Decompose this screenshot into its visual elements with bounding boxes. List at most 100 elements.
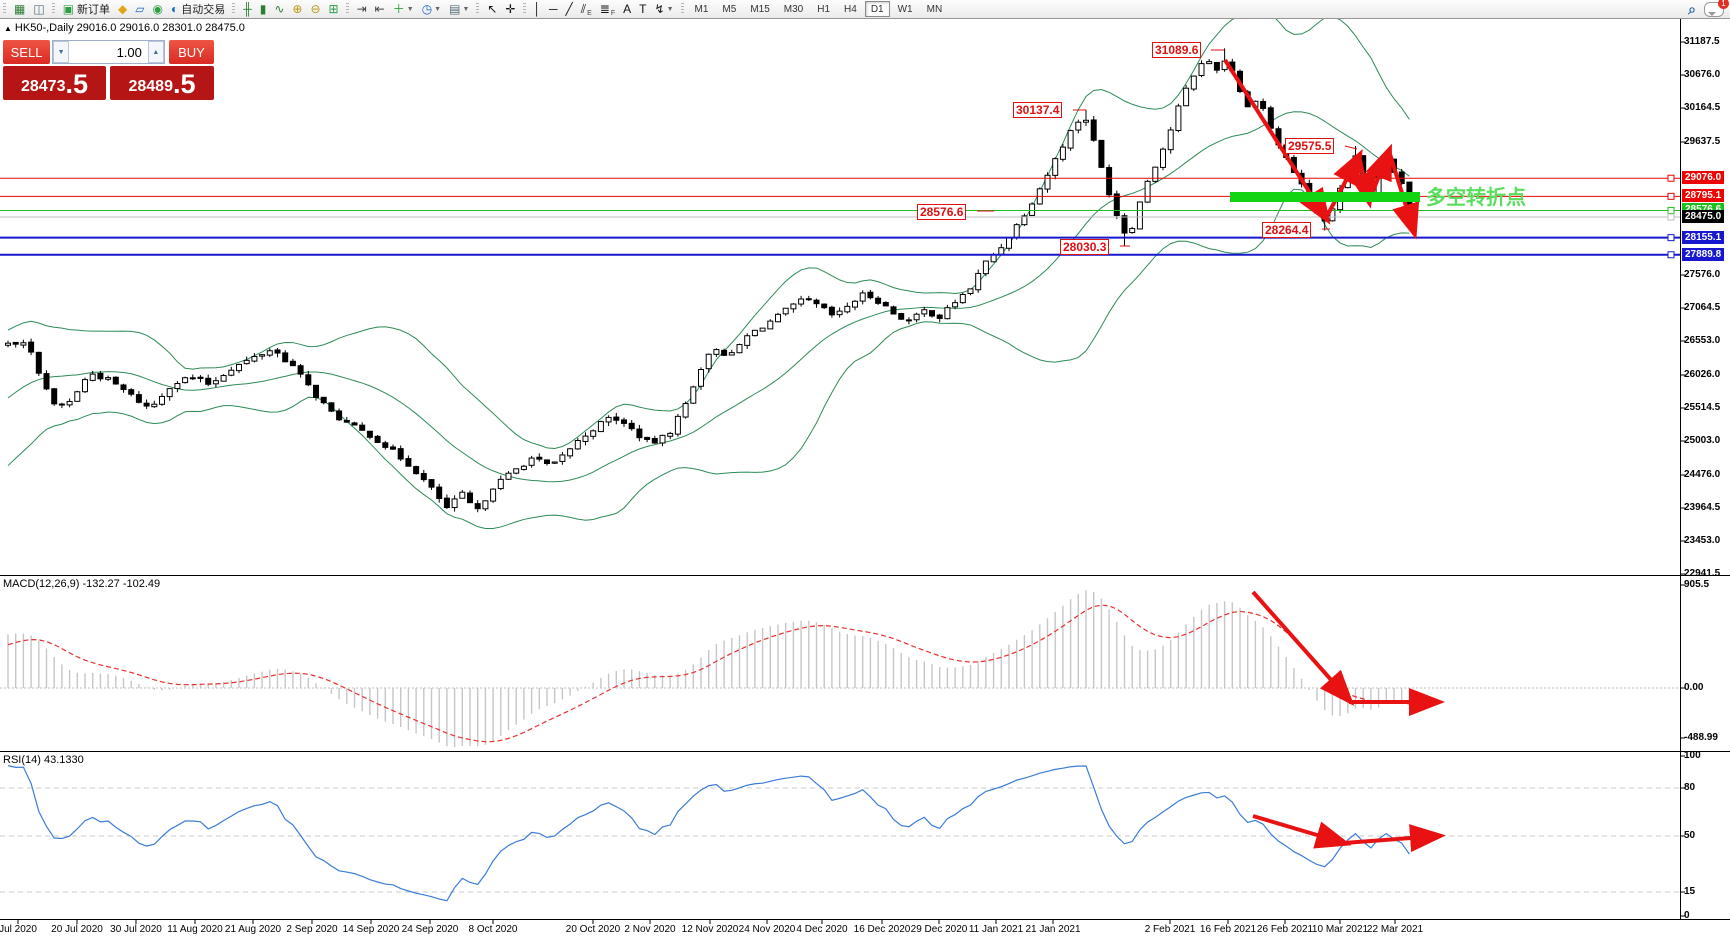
candle-body bbox=[105, 377, 112, 380]
text-button[interactable]: A bbox=[620, 1, 634, 17]
candle-body bbox=[128, 389, 135, 395]
timeframe-w1[interactable]: W1 bbox=[897, 3, 913, 15]
price-line-label: 28475.0 bbox=[1682, 210, 1725, 223]
candle-body bbox=[1136, 201, 1143, 230]
auto-trading-button[interactable]: ◐ 自动交易 bbox=[168, 1, 228, 17]
new-order-button[interactable]: ▣ 新订单 bbox=[60, 1, 113, 17]
zoom-in-button[interactable]: ⊕ bbox=[289, 1, 305, 17]
timeframe-m1[interactable]: M1 bbox=[694, 3, 709, 15]
level-handle[interactable] bbox=[1667, 234, 1675, 242]
rsi-axis-tick: 15 bbox=[1684, 886, 1696, 897]
candle-body bbox=[459, 491, 466, 499]
price-tag-28264.4[interactable]: 28264.4 bbox=[1262, 222, 1312, 238]
rsi-arrow-down[interactable] bbox=[1252, 814, 1352, 849]
zigzag-down-2[interactable] bbox=[1387, 150, 1420, 240]
trendline-button[interactable]: ╱ bbox=[563, 1, 576, 17]
volume-input[interactable]: 1.00 bbox=[116, 44, 142, 60]
vertical-line-button[interactable]: │ bbox=[531, 1, 545, 17]
search-icon[interactable]: ⌕ bbox=[1688, 1, 1696, 17]
volume-up-button[interactable]: ▲ bbox=[147, 41, 164, 63]
price-axis-tick: 26026.0 bbox=[1684, 369, 1721, 380]
level-handle[interactable] bbox=[1667, 192, 1675, 200]
indicators-button[interactable]: ＋ ▼ bbox=[390, 1, 417, 17]
buy-price[interactable]: 28489 .5 bbox=[110, 66, 214, 100]
cursor-button[interactable]: ↖ bbox=[484, 1, 500, 17]
candle-body bbox=[813, 299, 820, 305]
candle-body bbox=[159, 395, 165, 405]
new-chart-button[interactable]: ▦ bbox=[11, 1, 28, 17]
date-axis-label: 21 Aug 2020 bbox=[224, 924, 282, 935]
level-handle[interactable] bbox=[1667, 251, 1675, 259]
price-tag-28576.6[interactable]: 28576.6 bbox=[917, 204, 967, 220]
candle-body bbox=[836, 310, 843, 316]
crosshair-button[interactable]: ✛ bbox=[502, 1, 518, 17]
chart-profiles-button[interactable]: ◫ bbox=[30, 1, 47, 17]
sell-button[interactable]: SELL bbox=[3, 40, 51, 64]
candle-body bbox=[744, 335, 751, 346]
line-chart-button[interactable]: ∿ bbox=[271, 1, 287, 17]
chart-shift-button[interactable]: ⇤ bbox=[372, 1, 388, 17]
candle-body bbox=[859, 292, 866, 302]
level-handle[interactable] bbox=[1667, 206, 1675, 214]
level-handle[interactable] bbox=[1667, 174, 1675, 182]
signals-button[interactable]: ◉ bbox=[150, 1, 166, 17]
history-center-button[interactable]: ◆ bbox=[115, 1, 130, 17]
zoom-out-button[interactable]: ⊖ bbox=[307, 1, 323, 17]
price-tag-30137.4[interactable]: 30137.4 bbox=[1013, 102, 1063, 118]
sell-price[interactable]: 28473 .5 bbox=[3, 66, 106, 100]
crosshair-icon: ✛ bbox=[505, 2, 516, 16]
drawn-arrows[interactable] bbox=[977, 49, 1446, 853]
zone-annotation-text[interactable]: 多空转折点 bbox=[1426, 187, 1526, 209]
volume-down-button[interactable]: ▼ bbox=[53, 41, 70, 63]
collapse-icon[interactable]: ▲ bbox=[4, 24, 12, 33]
text-label-button[interactable]: T bbox=[636, 1, 649, 17]
candle-body bbox=[74, 391, 81, 402]
buy-button[interactable]: BUY bbox=[168, 40, 214, 64]
horizontal-line-button[interactable]: ─ bbox=[546, 1, 561, 17]
price-tag-29575.5[interactable]: 29575.5 bbox=[1285, 138, 1335, 154]
web-request-button[interactable]: ▱ bbox=[132, 1, 147, 17]
macd-panel-separator[interactable] bbox=[0, 575, 1730, 576]
candle-body bbox=[282, 352, 289, 363]
periods-button[interactable]: ◷ ▼ bbox=[419, 1, 444, 17]
candle-body bbox=[390, 446, 396, 450]
fibonacci-button[interactable]: ≣ F bbox=[597, 1, 618, 17]
indicators-icon-dropdown[interactable]: ▼ bbox=[406, 5, 414, 13]
arrows-button[interactable]: ↯ ▼ bbox=[652, 1, 677, 17]
rsi-arrow-flat[interactable] bbox=[1343, 824, 1446, 853]
price-tag-28030.3[interactable]: 28030.3 bbox=[1060, 239, 1110, 255]
timeframe-mn[interactable]: MN bbox=[926, 3, 943, 15]
tile-windows-button[interactable]: ⊞ bbox=[326, 1, 342, 17]
equidistant-channel-button[interactable]: ⫽ E bbox=[578, 1, 595, 17]
macd-arrow-down[interactable] bbox=[1251, 590, 1355, 706]
zigzag-up-1[interactable] bbox=[1324, 148, 1363, 219]
candle-body bbox=[212, 380, 219, 385]
periods-icon: ◷ bbox=[421, 2, 433, 16]
timeframe-m15[interactable]: M15 bbox=[750, 3, 770, 15]
auto-scroll-button[interactable]: ⇥ bbox=[354, 1, 370, 17]
candle-body bbox=[736, 344, 743, 354]
timeframe-m30[interactable]: M30 bbox=[783, 3, 804, 15]
timeframe-d1[interactable]: D1 bbox=[864, 1, 890, 17]
candle-body bbox=[1152, 166, 1159, 182]
templates-button[interactable]: ▤ ▼ bbox=[446, 1, 472, 17]
price-axis-tick: 26553.0 bbox=[1684, 335, 1721, 346]
timeframe-h4[interactable]: H4 bbox=[844, 3, 857, 15]
trend-arrow-down-main[interactable] bbox=[1223, 58, 1331, 225]
date-axis-label: 14 Sep 2020 bbox=[342, 924, 400, 935]
candlestick-chart-button[interactable]: ▮ bbox=[257, 1, 270, 17]
bar-chart-button[interactable]: ╫ bbox=[240, 1, 255, 17]
arrows-icon-dropdown[interactable]: ▼ bbox=[666, 5, 674, 13]
timeframe-h1[interactable]: H1 bbox=[817, 3, 831, 15]
templates-icon-dropdown[interactable]: ▼ bbox=[462, 5, 470, 13]
candle-body bbox=[12, 341, 19, 345]
rsi-panel-separator[interactable] bbox=[0, 751, 1730, 752]
periods-icon-dropdown[interactable]: ▼ bbox=[434, 5, 442, 13]
timeframe-m5[interactable]: M5 bbox=[722, 3, 737, 15]
chat-icon[interactable]: 1 bbox=[1704, 0, 1729, 17]
support-zone-bar[interactable] bbox=[1230, 192, 1420, 202]
candle-body bbox=[251, 356, 258, 362]
candle-body bbox=[89, 373, 96, 381]
level-handle[interactable] bbox=[1667, 213, 1675, 221]
price-tag-31089.6[interactable]: 31089.6 bbox=[1152, 42, 1202, 58]
